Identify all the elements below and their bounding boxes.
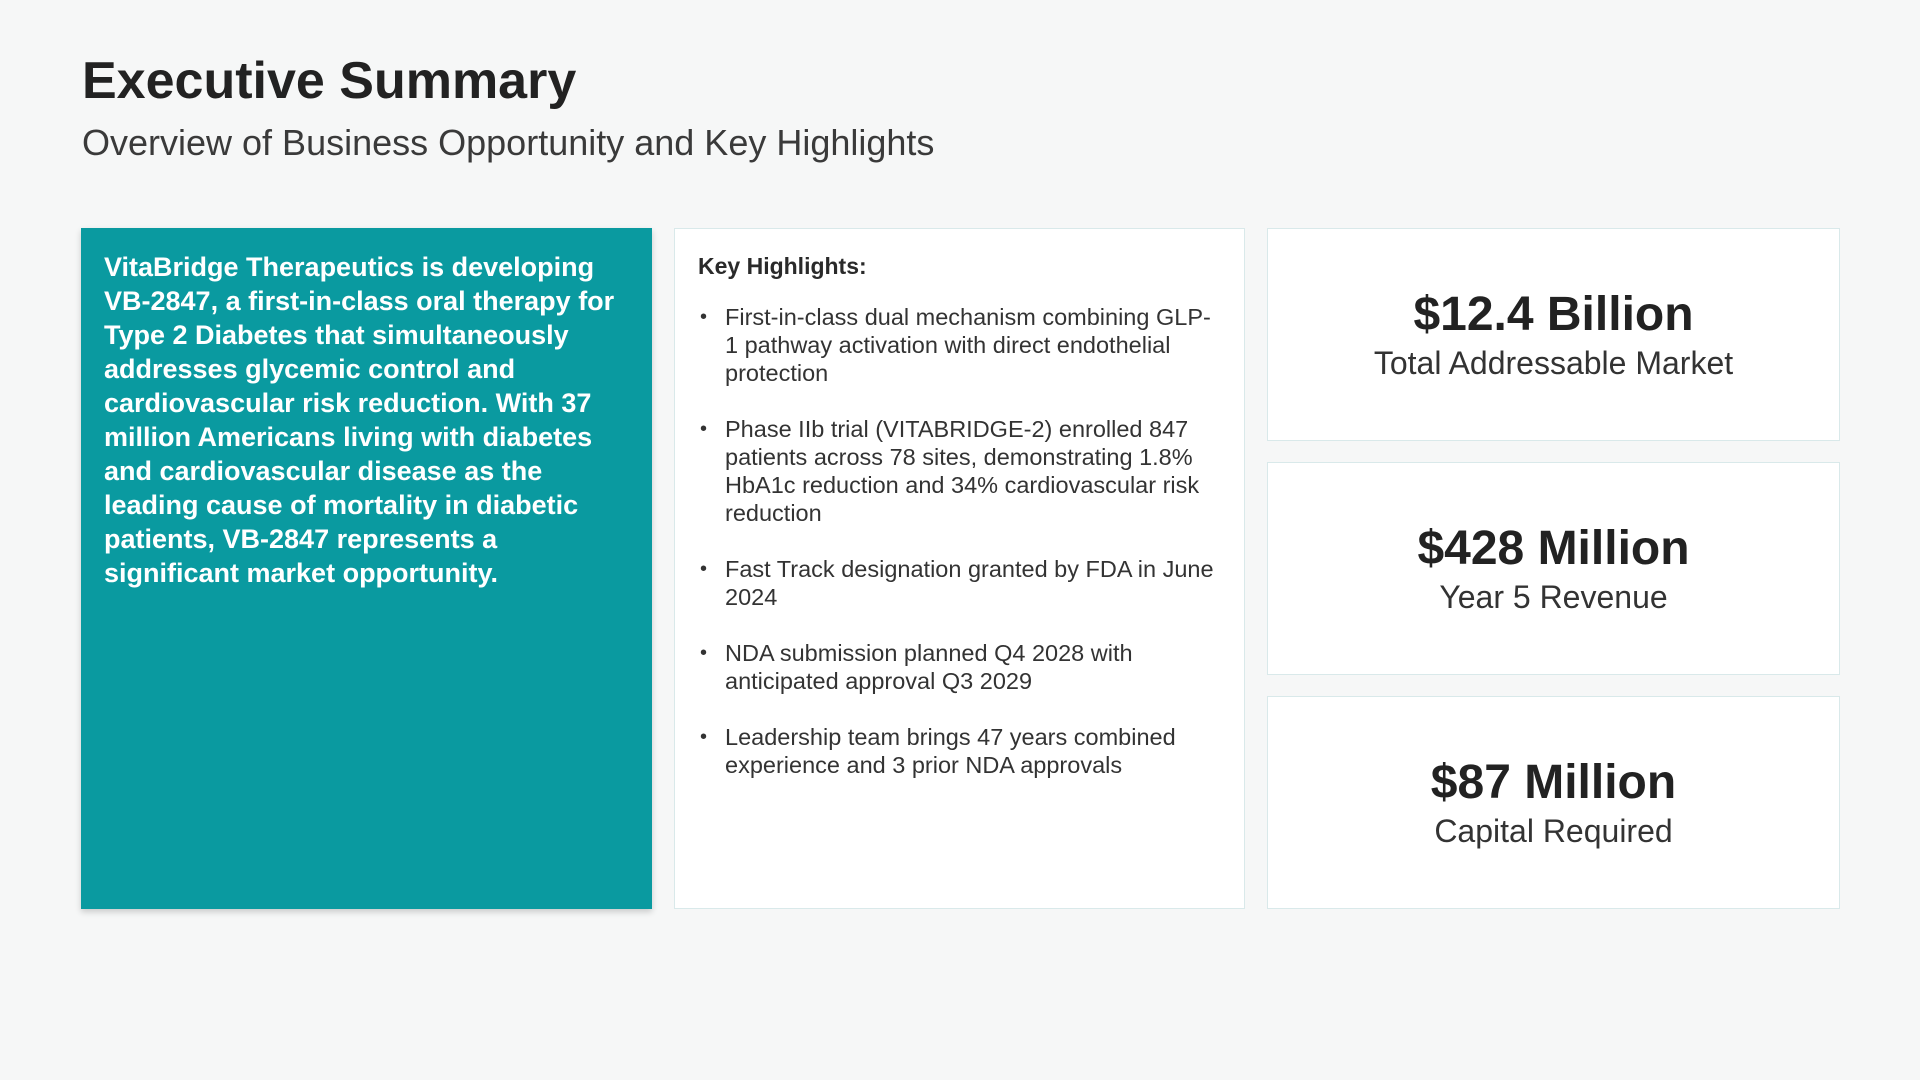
summary-row: VitaBridge Therapeutics is developing VB…: [81, 228, 1840, 909]
highlight-text: First-in-class dual mechanism combining …: [725, 304, 1211, 386]
overview-card: VitaBridge Therapeutics is developing VB…: [81, 228, 652, 909]
metric-label: Year 5 Revenue: [1439, 579, 1668, 615]
bullet-icon: •: [700, 306, 708, 328]
key-highlights-heading: Key Highlights:: [698, 253, 867, 279]
highlight-text: Fast Track designation granted by FDA in…: [725, 556, 1214, 610]
metric-label: Total Addressable Market: [1373, 345, 1734, 381]
highlight-text: Leadership team brings 47 years combined…: [725, 724, 1176, 778]
list-item: • Leadership team brings 47 years combine…: [698, 723, 1220, 779]
list-item: • Phase IIb trial (VITABRIDGE-2) enrolled…: [698, 415, 1220, 527]
metric-card-year-5-revenue: $428 Million Year 5 Revenue: [1267, 462, 1840, 675]
key-highlights-card: Key Highlights: • First-in-class dual mec…: [674, 228, 1245, 909]
page-title: Executive Summary: [82, 52, 577, 110]
metric-label: Capital Required: [1434, 813, 1673, 849]
highlight-text: NDA submission planned Q4 2028 with anti…: [725, 640, 1133, 694]
metrics-column: $12.4 Billion Total Addressable Market $…: [1267, 228, 1840, 909]
bullet-icon: •: [700, 418, 708, 440]
key-highlights-list: • First-in-class dual mechanism combining…: [698, 303, 1220, 779]
metric-value: $12.4 Billion: [1413, 288, 1694, 341]
list-item: • First-in-class dual mechanism combining…: [698, 303, 1220, 387]
bullet-icon: •: [700, 558, 708, 580]
bullet-icon: •: [700, 642, 708, 664]
page-header: Executive Summary Overview of Business O…: [82, 48, 1782, 168]
metric-card-capital-required: $87 Million Capital Required: [1267, 696, 1840, 909]
metric-card-total-addressable-market: $12.4 Billion Total Addressable Market: [1267, 228, 1840, 441]
metric-value: $87 Million: [1430, 756, 1677, 809]
overview-text: VitaBridge Therapeutics is developing VB…: [104, 252, 615, 588]
highlight-text: Phase IIb trial (VITABRIDGE-2) enrolled …: [725, 416, 1200, 526]
list-item: • Fast Track designation granted by FDA i…: [698, 555, 1220, 611]
page-subtitle: Overview of Business Opportunity and Key…: [82, 122, 935, 163]
list-item: • NDA submission planned Q4 2028 with ant…: [698, 639, 1220, 695]
bullet-icon: •: [700, 726, 708, 748]
metric-value: $428 Million: [1417, 522, 1690, 575]
